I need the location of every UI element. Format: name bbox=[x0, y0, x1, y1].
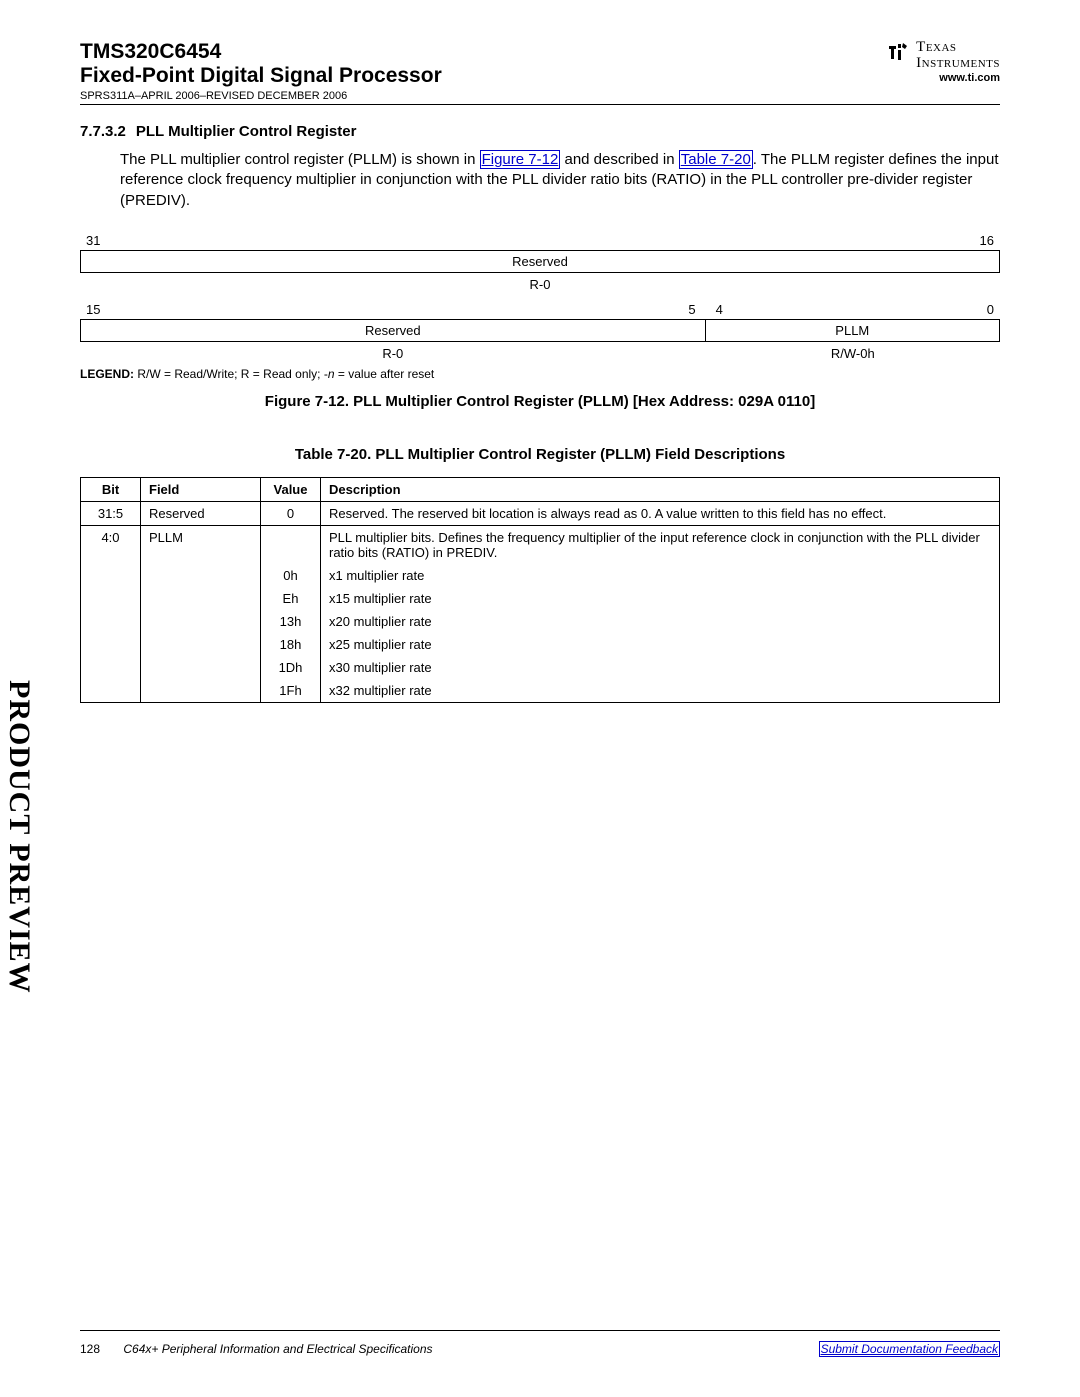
cell-bit bbox=[81, 633, 141, 656]
table-caption: Table 7-20. PLL Multiplier Control Regis… bbox=[80, 446, 1000, 463]
cell-field bbox=[141, 633, 261, 656]
table-row: 1Fh x32 multiplier rate bbox=[81, 679, 1000, 703]
logo-text-instruments: Instruments bbox=[916, 56, 1000, 72]
pllm-box: PLLM bbox=[706, 319, 1000, 342]
rw-line-2: R-0 bbox=[80, 346, 706, 361]
page-header: TMS320C6454 Fixed-Point Digital Signal P… bbox=[80, 40, 1000, 105]
cell-desc: x15 multiplier rate bbox=[321, 587, 1000, 610]
table-row: 4:0 PLLM PLL multiplier bits. Defines th… bbox=[81, 525, 1000, 564]
cell-value: Eh bbox=[261, 587, 321, 610]
ti-url: www.ti.com bbox=[886, 72, 1000, 84]
cell-desc: Reserved. The reserved bit location is a… bbox=[321, 501, 1000, 525]
header-right: Texas Instruments www.ti.com bbox=[886, 40, 1000, 84]
body-paragraph: The PLL multiplier control register (PLL… bbox=[120, 150, 1000, 211]
cell-value: 0h bbox=[261, 564, 321, 587]
th-bit: Bit bbox=[81, 477, 141, 501]
cell-desc: x1 multiplier rate bbox=[321, 564, 1000, 587]
table-row: Eh x15 multiplier rate bbox=[81, 587, 1000, 610]
legend-text: R/W = Read/Write; R = Read only; - bbox=[134, 367, 328, 381]
cell-bit: 31:5 bbox=[81, 501, 141, 525]
cell-desc: PLL multiplier bits. Defines the frequen… bbox=[321, 525, 1000, 564]
table-row: 18h x25 multiplier rate bbox=[81, 633, 1000, 656]
table-link[interactable]: Table 7-20 bbox=[679, 150, 753, 169]
cell-bit bbox=[81, 587, 141, 610]
legend-n: n bbox=[328, 367, 335, 381]
section-title: PLL Multiplier Control Register bbox=[136, 123, 357, 140]
cell-value: 1Dh bbox=[261, 656, 321, 679]
footer-title: C64x+ Peripheral Information and Electri… bbox=[123, 1342, 432, 1356]
cell-value: 1Fh bbox=[261, 679, 321, 703]
product-preview-watermark: PRODUCT PREVIEW bbox=[2, 680, 36, 994]
cell-bit bbox=[81, 564, 141, 587]
cell-value: 0 bbox=[261, 501, 321, 525]
chip-subtitle: Fixed-Point Digital Signal Processor bbox=[80, 64, 442, 88]
th-desc: Description bbox=[321, 477, 1000, 501]
table-row: 13h x20 multiplier rate bbox=[81, 610, 1000, 633]
cell-value bbox=[261, 525, 321, 564]
cell-desc: x32 multiplier rate bbox=[321, 679, 1000, 703]
table-row: 1Dh x30 multiplier rate bbox=[81, 656, 1000, 679]
legend-prefix: LEGEND: bbox=[80, 367, 134, 381]
rw-line-3: R/W-0h bbox=[706, 346, 1000, 361]
legend: LEGEND: R/W = Read/Write; R = Read only;… bbox=[80, 367, 1000, 381]
bit-31: 31 bbox=[86, 233, 100, 248]
legend-suffix: = value after reset bbox=[335, 367, 435, 381]
logo-text-texas: Texas bbox=[916, 40, 1000, 56]
register-diagram: 31 16 Reserved R-0 15 5 4 0 Reserved PLL… bbox=[80, 233, 1000, 361]
cell-field: PLLM bbox=[141, 525, 261, 564]
ti-logo: Texas Instruments bbox=[886, 40, 1000, 72]
bit-15: 15 bbox=[86, 302, 100, 317]
chip-title: TMS320C6454 bbox=[80, 40, 442, 64]
section-number: 7.7.3.2 bbox=[80, 123, 126, 140]
bit-16: 16 bbox=[980, 233, 994, 248]
bit-4: 4 bbox=[716, 302, 723, 317]
feedback-link[interactable]: Submit Documentation Feedback bbox=[819, 1341, 1000, 1357]
cell-field bbox=[141, 587, 261, 610]
cell-bit: 4:0 bbox=[81, 525, 141, 564]
cell-bit bbox=[81, 610, 141, 633]
reserved-box-1: Reserved bbox=[80, 250, 1000, 273]
rw-line-1: R-0 bbox=[80, 277, 1000, 292]
para-text-2: and described in bbox=[560, 151, 678, 168]
field-description-table: Bit Field Value Description 31:5 Reserve… bbox=[80, 477, 1000, 703]
bit-5: 5 bbox=[688, 302, 695, 317]
cell-bit bbox=[81, 679, 141, 703]
table-row: 0h x1 multiplier rate bbox=[81, 564, 1000, 587]
th-value: Value bbox=[261, 477, 321, 501]
reserved-box-2: Reserved bbox=[80, 319, 706, 342]
cell-desc: x30 multiplier rate bbox=[321, 656, 1000, 679]
cell-field: Reserved bbox=[141, 501, 261, 525]
cell-field bbox=[141, 564, 261, 587]
bit-0: 0 bbox=[987, 302, 994, 317]
header-left: TMS320C6454 Fixed-Point Digital Signal P… bbox=[80, 40, 442, 102]
cell-desc: x25 multiplier rate bbox=[321, 633, 1000, 656]
cell-bit bbox=[81, 656, 141, 679]
cell-value: 13h bbox=[261, 610, 321, 633]
cell-field bbox=[141, 679, 261, 703]
page-number: 128 bbox=[80, 1342, 100, 1356]
cell-field bbox=[141, 610, 261, 633]
page-footer: 128 C64x+ Peripheral Information and Ele… bbox=[80, 1330, 1000, 1357]
figure-link[interactable]: Figure 7-12 bbox=[480, 150, 561, 169]
th-field: Field bbox=[141, 477, 261, 501]
table-row: 31:5 Reserved 0 Reserved. The reserved b… bbox=[81, 501, 1000, 525]
section-heading: 7.7.3.2 PLL Multiplier Control Register bbox=[80, 123, 1000, 140]
para-text-1: The PLL multiplier control register (PLL… bbox=[120, 151, 480, 168]
figure-caption: Figure 7-12. PLL Multiplier Control Regi… bbox=[80, 393, 1000, 410]
doc-revision: SPRS311A–APRIL 2006–REVISED DECEMBER 200… bbox=[80, 90, 442, 102]
cell-value: 18h bbox=[261, 633, 321, 656]
cell-desc: x20 multiplier rate bbox=[321, 610, 1000, 633]
cell-field bbox=[141, 656, 261, 679]
ti-logo-icon bbox=[886, 40, 912, 66]
